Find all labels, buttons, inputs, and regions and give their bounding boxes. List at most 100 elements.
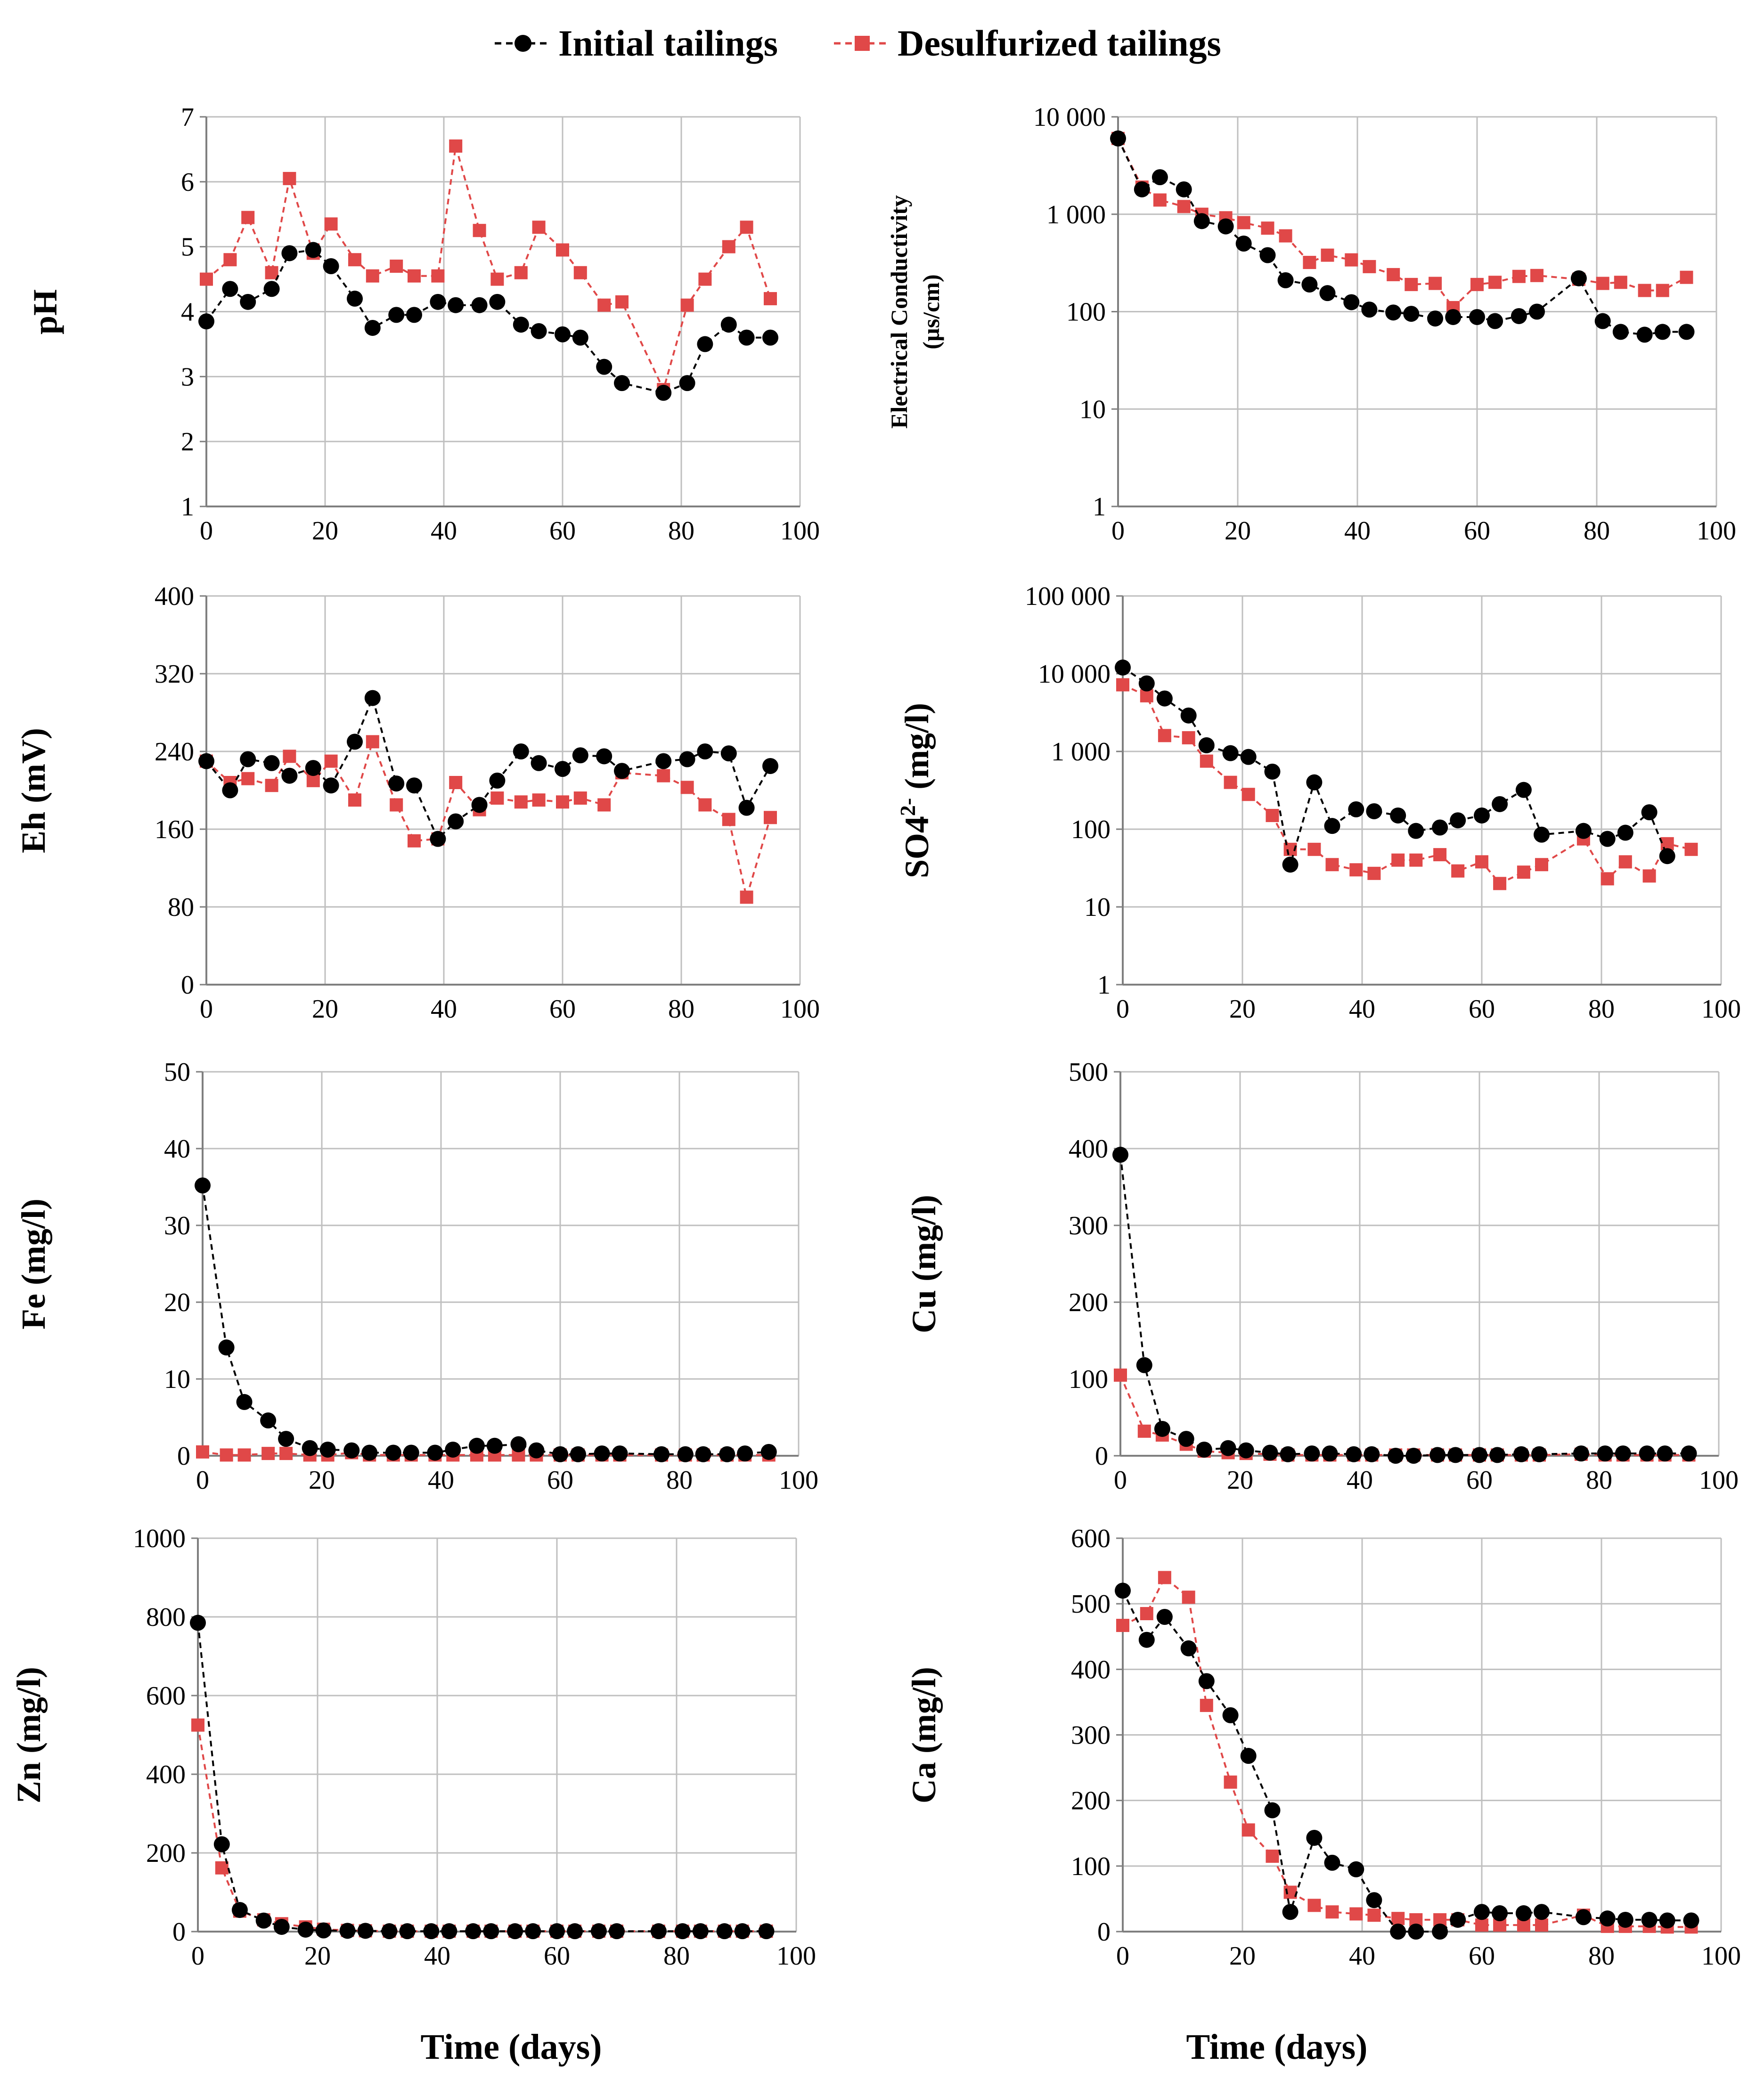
point-desulfurized-so4 — [1451, 864, 1465, 878]
x-tick-label-cu: 100 — [1699, 1466, 1739, 1495]
point-initial-so4 — [1575, 823, 1592, 839]
point-initial-cu — [1681, 1445, 1697, 1462]
point-initial-eh — [572, 747, 588, 764]
point-initial-ec — [1152, 169, 1168, 186]
y-tick-label-fe: 0 — [177, 1442, 190, 1471]
point-initial-so4 — [1390, 807, 1406, 824]
x-tick-label-ph: 20 — [312, 516, 338, 546]
y-tick-label-cu: 100 — [1069, 1365, 1108, 1394]
point-initial-so4 — [1659, 848, 1675, 865]
point-initial-cu — [1364, 1446, 1380, 1462]
point-desulfurized-so4 — [1241, 788, 1255, 801]
point-initial-ca — [1282, 1904, 1298, 1920]
point-desulfurized-eh — [573, 791, 587, 805]
point-initial-ec — [1134, 181, 1150, 197]
point-initial-ca — [1599, 1910, 1616, 1927]
y-tick-label-ec: 1 — [1093, 492, 1106, 522]
point-initial-ca — [1659, 1912, 1675, 1929]
point-initial-ec — [1361, 302, 1378, 318]
point-desulfurized-ph — [722, 240, 735, 253]
point-desulfurized-ca — [1475, 1918, 1488, 1932]
x-tick-label-so4: 20 — [1229, 995, 1256, 1024]
point-initial-eh — [738, 799, 755, 816]
y-axis-title-superscript: 2- — [896, 798, 920, 816]
point-desulfurized-ca — [1283, 1885, 1297, 1899]
point-desulfurized-so4 — [1325, 858, 1339, 872]
point-desulfurized-eh — [390, 798, 403, 812]
y-tick-label-fe: 40 — [164, 1134, 190, 1164]
x-tick-label-ec: 80 — [1584, 516, 1610, 546]
y-tick-label-cu: 300 — [1069, 1211, 1108, 1240]
x-tick-label-ph: 60 — [549, 516, 576, 546]
point-desulfurized-eh — [680, 781, 694, 794]
point-initial-fe — [760, 1444, 777, 1460]
y-axis-title-cu: Cu (mg/l) — [905, 1195, 943, 1333]
point-initial-so4 — [1138, 675, 1155, 692]
point-initial-fe — [594, 1445, 610, 1462]
point-desulfurized-eh — [348, 793, 361, 807]
point-desulfurized-so4 — [1367, 866, 1381, 880]
point-desulfurized-so4 — [1660, 837, 1674, 850]
x-tick-label-so4: 60 — [1469, 995, 1495, 1024]
point-initial-ca — [1492, 1905, 1508, 1922]
point-initial-fe — [737, 1445, 753, 1462]
point-initial-cu — [1280, 1446, 1296, 1462]
x-tick-label-fe: 60 — [547, 1466, 573, 1495]
point-initial-zn — [758, 1923, 775, 1940]
y-tick-label-so4: 100 000 — [1025, 582, 1111, 611]
point-initial-fe — [445, 1441, 461, 1458]
y-tick-label-ca: 200 — [1071, 1786, 1111, 1816]
point-desulfurized-ca — [1241, 1823, 1255, 1837]
point-initial-so4 — [1641, 804, 1658, 821]
point-desulfurized-ec — [1237, 216, 1250, 229]
point-desulfurized-so4 — [1475, 855, 1488, 869]
series-line-desulfurized-ph — [205, 146, 771, 392]
point-desulfurized-so4 — [1349, 863, 1363, 877]
point-initial-ph — [222, 281, 238, 297]
point-desulfurized-ph — [449, 139, 463, 153]
series-line-initial-ph — [205, 249, 770, 394]
point-initial-zn — [650, 1923, 667, 1940]
y-tick-label-ca: 0 — [1097, 1917, 1111, 1947]
y-tick-label-so4: 1 000 — [1051, 737, 1111, 767]
point-initial-zn — [441, 1923, 457, 1940]
point-initial-so4 — [1180, 707, 1197, 724]
x-tick-label-ca: 20 — [1229, 1941, 1256, 1971]
y-tick-label-ph: 2 — [181, 427, 194, 457]
point-desulfurized-ph — [223, 253, 237, 267]
point-initial-ph — [430, 294, 446, 310]
point-desulfurized-eh — [265, 779, 278, 792]
point-desulfurized-eh — [490, 791, 504, 805]
point-initial-cu — [1304, 1445, 1320, 1462]
point-desulfurized-ph — [680, 298, 694, 312]
y-tick-label-zn: 600 — [146, 1681, 186, 1711]
point-desulfurized-so4 — [1182, 731, 1195, 744]
point-initial-eh — [720, 745, 737, 762]
point-initial-ca — [1222, 1707, 1239, 1723]
point-initial-zn — [255, 1912, 272, 1929]
x-tick-label-so4: 80 — [1588, 995, 1615, 1024]
point-initial-cu — [1136, 1357, 1152, 1373]
point-desulfurized-ca — [1391, 1912, 1405, 1925]
point-initial-so4 — [1156, 690, 1173, 707]
point-desulfurized-ph — [490, 272, 504, 286]
point-initial-ec — [1594, 313, 1611, 329]
point-initial-eh — [364, 690, 381, 706]
point-desulfurized-eh — [366, 735, 379, 749]
point-initial-so4 — [1264, 763, 1281, 780]
point-initial-ph — [720, 317, 737, 333]
point-desulfurized-ph — [597, 298, 611, 312]
legend-marker-initial — [514, 35, 531, 52]
point-initial-eh — [448, 813, 464, 830]
y-tick-label-ca: 100 — [1071, 1852, 1111, 1881]
point-initial-cu — [1405, 1448, 1422, 1464]
chart-fe: 0 20 40 60 80 100 0 10 20 30 40 50 Fe (mg/l) — [15, 1058, 818, 1495]
point-initial-ec — [1511, 308, 1527, 324]
point-desulfurized-cu — [1137, 1424, 1151, 1438]
point-initial-ca — [1408, 1924, 1424, 1940]
point-initial-ca — [1156, 1609, 1173, 1625]
point-initial-cu — [1531, 1446, 1547, 1462]
point-initial-cu — [1154, 1420, 1170, 1437]
point-initial-so4 — [1515, 782, 1532, 798]
point-initial-so4 — [1324, 818, 1340, 834]
